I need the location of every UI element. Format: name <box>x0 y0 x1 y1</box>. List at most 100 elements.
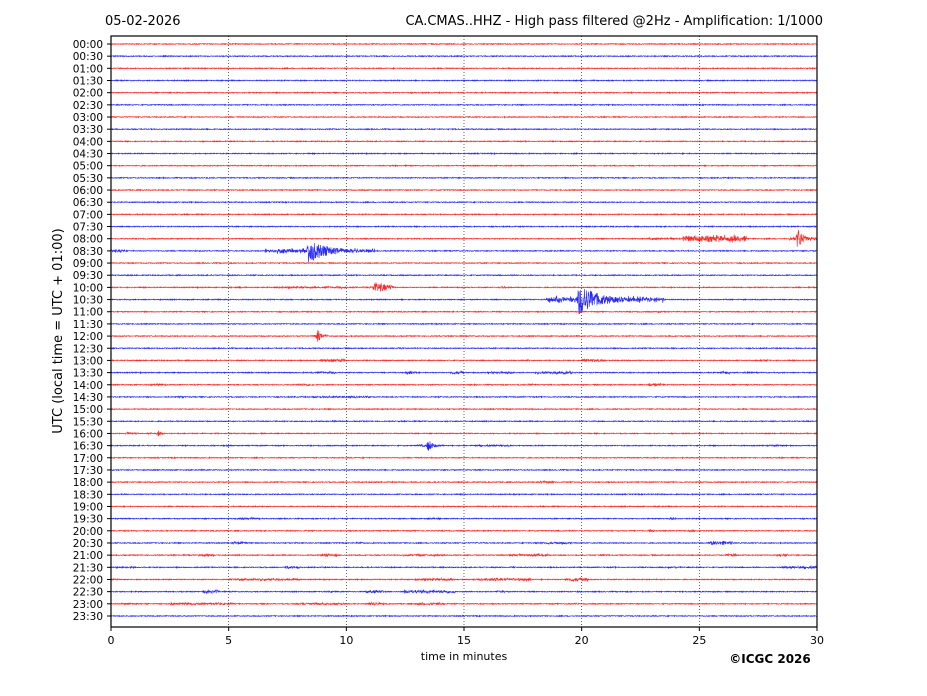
trace-1100 <box>110 310 818 314</box>
trace-1000 <box>110 282 818 293</box>
x-tick-label: 20 <box>575 634 589 647</box>
grid <box>228 36 700 627</box>
trace-0430 <box>110 151 818 156</box>
y-tick-label: 03:30 <box>73 124 103 136</box>
trace-0930 <box>110 273 818 277</box>
y-tick-label: 12:30 <box>73 343 103 355</box>
trace-0400 <box>110 139 818 143</box>
y-tick-label: 11:00 <box>73 307 103 319</box>
x-axis-label: time in minutes <box>421 650 508 663</box>
y-tick-label: 03:00 <box>73 112 103 124</box>
y-tick-label: 17:30 <box>73 465 103 477</box>
trace-0600 <box>110 188 818 192</box>
x-tick-label: 0 <box>108 634 115 647</box>
trace-1830 <box>110 492 818 496</box>
trace-2330 <box>110 614 818 618</box>
date-label: 05-02-2026 <box>105 14 181 29</box>
trace-0000 <box>110 42 818 46</box>
y-tick-label: 20:00 <box>73 526 103 538</box>
x-tick-label: 5 <box>225 634 232 647</box>
y-tick-label: 16:30 <box>73 441 103 453</box>
trace-1900 <box>110 504 818 509</box>
trace-2000 <box>110 528 818 533</box>
trace-0700 <box>110 212 818 217</box>
y-tick-label: 04:30 <box>73 149 103 161</box>
y-tick-label: 09:00 <box>73 258 103 270</box>
y-tick-label: 14:30 <box>73 392 103 404</box>
trace-1430 <box>110 394 818 400</box>
y-tick-label: 13:00 <box>73 355 103 367</box>
trace-0300 <box>110 115 818 119</box>
y-tick-label: 08:30 <box>73 246 103 258</box>
trace-1530 <box>110 419 818 424</box>
trace-1700 <box>110 456 818 460</box>
x-tick-label: 15 <box>457 634 471 647</box>
y-tick-label: 21:30 <box>73 562 103 574</box>
y-tick-label: 16:00 <box>73 428 103 440</box>
trace-0630 <box>110 200 818 204</box>
trace-2200 <box>110 577 818 583</box>
traces <box>110 42 818 618</box>
trace-0900 <box>110 261 818 265</box>
y-tick-label: 13:30 <box>73 368 103 380</box>
copyright: ©ICGC 2026 <box>729 652 811 666</box>
y-tick-label: 01:00 <box>73 63 103 75</box>
y-tick-label: 19:00 <box>73 501 103 513</box>
y-tick-label: 09:30 <box>73 270 103 282</box>
y-tick-label: 08:00 <box>73 234 103 246</box>
y-tick-label: 15:30 <box>73 416 103 428</box>
trace-1600 <box>110 430 818 437</box>
trace-0030 <box>110 54 818 58</box>
trace-0800 <box>110 229 818 247</box>
trace-1230 <box>110 346 818 350</box>
trace-2300 <box>110 601 818 607</box>
trace-1330 <box>110 370 818 376</box>
plot-frame <box>110 35 818 628</box>
y-tick-label: 04:00 <box>73 136 103 148</box>
y-tick-label: 06:30 <box>73 197 103 209</box>
trace-0200 <box>110 91 818 95</box>
y-tick-label: 19:30 <box>73 514 103 526</box>
y-tick-label: 01:30 <box>73 76 103 88</box>
trace-1730 <box>110 468 818 472</box>
y-axis-label: UTC (local time = UTC + 01:00) <box>51 228 66 433</box>
trace-2230 <box>110 589 818 595</box>
y-tick-label: 00:30 <box>73 51 103 63</box>
y-tick-label: 11:30 <box>73 319 103 331</box>
y-tick-label: 10:00 <box>73 282 103 294</box>
y-axis: 00:0000:3001:0001:3002:0002:3003:0003:30… <box>73 39 111 623</box>
trace-0100 <box>110 66 818 70</box>
trace-1800 <box>110 480 818 485</box>
y-tick-label: 06:00 <box>73 185 103 197</box>
x-tick-label: 25 <box>692 634 706 647</box>
trace-0230 <box>110 103 818 107</box>
y-tick-label: 18:30 <box>73 489 103 501</box>
y-tick-label: 17:00 <box>73 453 103 465</box>
trace-2130 <box>110 564 818 570</box>
y-tick-label: 05:30 <box>73 173 103 185</box>
trace-0830 <box>110 242 818 263</box>
y-tick-label: 20:30 <box>73 538 103 550</box>
trace-2030 <box>110 540 818 546</box>
trace-0500 <box>110 164 818 168</box>
y-tick-label: 12:00 <box>73 331 103 343</box>
y-tick-label: 18:00 <box>73 477 103 489</box>
x-axis: 0 5 10 15 20 25 30 <box>108 627 824 647</box>
y-tick-label: 23:00 <box>73 599 103 611</box>
trace-2100 <box>110 552 818 558</box>
y-tick-label: 00:00 <box>73 39 103 51</box>
trace-1500 <box>110 407 818 411</box>
y-tick-label: 07:00 <box>73 209 103 221</box>
x-tick-label: 10 <box>339 634 353 647</box>
y-tick-label: 22:30 <box>73 587 103 599</box>
trace-0130 <box>110 78 818 83</box>
y-tick-label: 02:30 <box>73 100 103 112</box>
y-tick-label: 23:30 <box>73 611 103 623</box>
trace-1300 <box>110 357 818 363</box>
trace-1130 <box>110 322 818 326</box>
trace-0330 <box>110 127 818 131</box>
trace-1200 <box>110 330 818 342</box>
y-tick-label: 14:00 <box>73 380 103 392</box>
y-tick-label: 07:30 <box>73 222 103 234</box>
